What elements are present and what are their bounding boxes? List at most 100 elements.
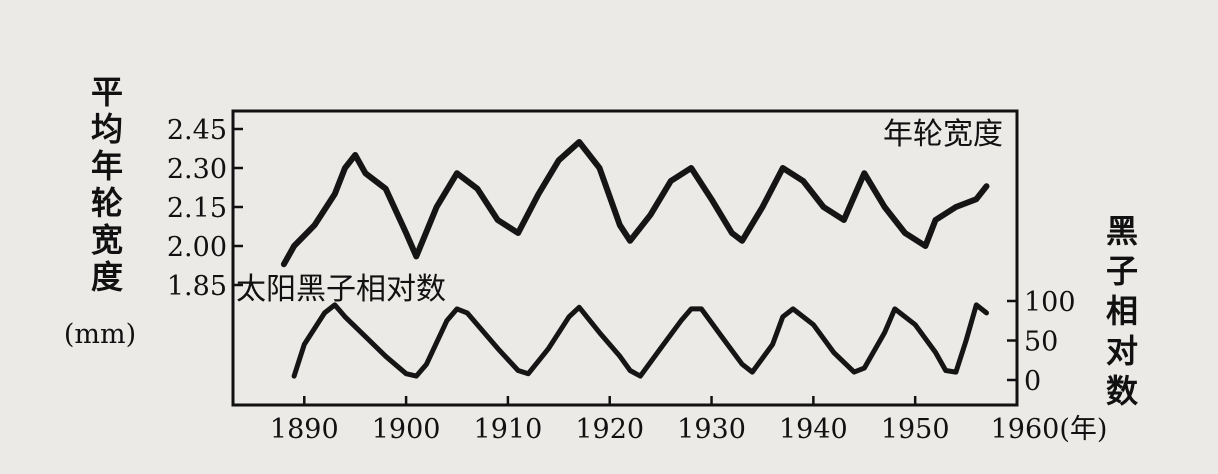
sunspot-data-point <box>771 342 775 346</box>
tree-ring-data-point <box>496 218 500 222</box>
sunspot-data-point <box>974 303 978 307</box>
sunspot-data-point <box>526 372 530 376</box>
sunspot-data-point <box>689 307 693 311</box>
tree-ring-data-point <box>333 192 337 196</box>
sunspot-data-point <box>424 362 428 366</box>
tree-ring-data-point <box>801 179 805 183</box>
left-axis-label-char: 宽 <box>91 221 123 259</box>
sunspot-data-point <box>913 323 917 327</box>
right-axis-label-char: 子 <box>1106 252 1138 290</box>
tree-ring-data-point <box>689 166 693 170</box>
left-tick-label: 2.45 <box>167 115 227 146</box>
sunspot-data-point <box>883 331 887 335</box>
sunspot-data-point <box>944 369 948 373</box>
tree-ring-data-point <box>353 153 357 157</box>
tree-ring-data-point <box>414 254 418 258</box>
left-tick-label: 1.85 <box>167 271 227 302</box>
tree-ring-data-point <box>862 171 866 175</box>
tree-ring-data-point <box>628 239 632 243</box>
tree-ring-data-point <box>730 231 734 235</box>
tree-ring-data-point <box>883 205 887 209</box>
sunspot-data-point <box>811 323 815 327</box>
sunspot-data-point <box>862 366 866 370</box>
right-axis-label-char: 数 <box>1106 372 1139 410</box>
x-tick-label: 1950 <box>881 414 950 445</box>
sunspot-data-point <box>740 362 744 366</box>
sunspot-data-point <box>628 369 632 373</box>
tree-ring-data-point <box>923 244 927 248</box>
sunspot-data-point <box>954 370 958 374</box>
sunspot-data-point <box>964 339 968 342</box>
axis-ticks: 1890 1900 1910 1920 1930 1940 1950 1960(年) 2.45 2… <box>167 115 1108 445</box>
x-tick-label: 1910 <box>474 414 543 445</box>
sunspot-data-point <box>496 346 500 350</box>
tree-ring-data-point <box>475 187 479 191</box>
sunspot-data-point <box>720 335 724 339</box>
tree-ring-data-point <box>577 140 581 144</box>
tree-ring-series-label: 年轮宽度 <box>883 117 1003 152</box>
sunspot-data-point <box>618 354 622 358</box>
tree-ring-data-point <box>384 187 388 191</box>
right-tick-label: 0 <box>1024 366 1041 397</box>
sunspot-data-point <box>547 346 551 350</box>
x-tick-label: 1890 <box>270 414 339 445</box>
left-axis-label-char: 轮 <box>91 184 123 222</box>
tree-ring-data-point <box>343 166 347 170</box>
sunspot-data-point <box>659 346 663 350</box>
tree-ring-data-point <box>536 192 540 196</box>
left-axis-label-char: 平 <box>91 73 123 111</box>
left-tick-label: 2.00 <box>167 232 227 263</box>
tree-ring-data-point <box>934 218 938 222</box>
tree-ring-data-point <box>516 231 520 235</box>
sunspot-data-point <box>567 315 571 319</box>
sunspot-data-point <box>475 323 479 327</box>
tree-ring-data-point <box>669 179 673 183</box>
right-axis-label-char: 黑 <box>1106 212 1138 250</box>
tree-ring-data-point <box>455 171 459 175</box>
sunspot-number-line <box>291 302 989 379</box>
tree-ring-data-point <box>903 231 907 235</box>
sunspot-data-point <box>893 307 897 311</box>
tree-ring-data-point <box>618 223 622 227</box>
sunspot-data-point <box>984 311 988 315</box>
tree-ring-data-point <box>648 213 652 217</box>
tree-ring-data-point <box>781 166 785 170</box>
x-tick-label: 1900 <box>372 414 441 445</box>
sunspot-data-point <box>384 354 388 358</box>
sunspot-data-point <box>455 307 459 311</box>
sunspot-data-point <box>414 374 418 378</box>
left-tick-label: 2.15 <box>167 193 227 224</box>
sunspot-data-point <box>852 370 856 374</box>
x-tick-label: 1940 <box>779 414 848 445</box>
sunspot-data-point <box>934 350 938 354</box>
sunspot-data-point <box>292 374 296 378</box>
sunspot-data-point <box>699 307 703 311</box>
tree-ring-data-point <box>954 205 958 209</box>
sunspot-data-point <box>598 331 602 335</box>
sunspot-series-label: 太阳黑子相对数 <box>236 272 446 307</box>
left-axis-label: 平 均 年 轮 宽 度 (mm) <box>64 73 136 350</box>
sunspot-data-point <box>791 307 795 311</box>
tree-ring-data-point <box>598 166 602 170</box>
sunspot-data-point <box>302 342 306 346</box>
tree-ring-data-point <box>312 223 316 227</box>
tree-ring-data-point <box>292 244 296 248</box>
x-tick-label: 1930 <box>677 414 746 445</box>
x-tick-label: 1960(年) <box>991 414 1108 445</box>
tree-ring-data-point <box>984 184 988 188</box>
sunspot-data-point <box>363 335 367 339</box>
sunspot-data-point <box>781 315 785 319</box>
left-axis-label-char: 年 <box>91 147 123 185</box>
sunspot-data-point <box>465 311 469 315</box>
left-tick-label: 2.30 <box>167 154 227 185</box>
tree-ring-data-point <box>740 239 744 243</box>
sunspot-data-point <box>638 374 642 378</box>
sunspot-data-point <box>832 350 836 354</box>
sunspot-data-point <box>679 319 683 323</box>
right-tick-label: 50 <box>1024 327 1058 358</box>
sunspot-data-point <box>404 372 408 376</box>
sunspot-data-point <box>750 370 754 374</box>
tree-ring-data-point <box>557 158 561 162</box>
left-axis-unit: (mm) <box>64 319 136 350</box>
